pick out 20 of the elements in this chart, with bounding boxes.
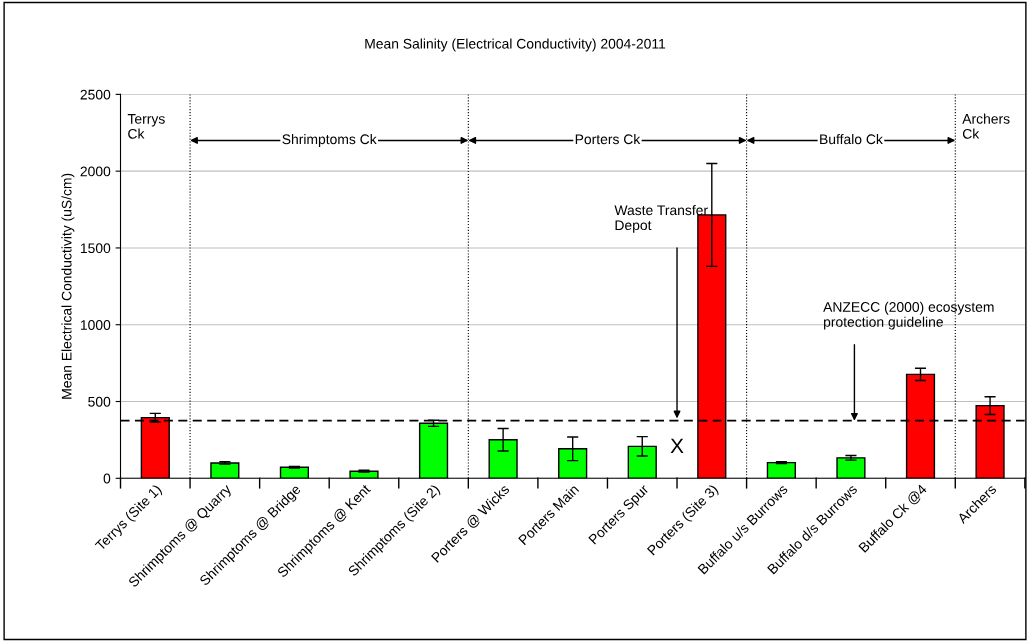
annotation: Buffalo Ck [820,133,883,145]
y-tick-label: 1500 [80,243,111,254]
bar [210,462,240,479]
ref-line-label: ANZECC (2000) ecosystem protection guideline [823,301,994,330]
y-tick-label: 2000 [80,166,111,177]
y-axis-title: Mean Electrical Conductivity (uS/cm) [61,173,75,399]
bar [766,461,796,479]
bar [279,466,310,479]
chart-title: Mean Salinity (Electrical Conductivity) 2004-2011 [365,38,666,52]
y-tick-label: 500 [88,396,111,407]
y-tick-label: 1000 [80,320,111,330]
annotation: Porters Ck [575,133,641,145]
y-tick-label: 2500 [80,89,111,100]
annotation: Archers Ck [962,113,1010,139]
annotation: Shrimptoms Ck [282,133,377,147]
bar [836,457,866,479]
y-tick-label: 0 [103,473,111,484]
annotation: Terrys Ck [127,114,165,139]
annotation: X [670,438,684,453]
annotation: Waste Transfer Depot [614,204,708,233]
